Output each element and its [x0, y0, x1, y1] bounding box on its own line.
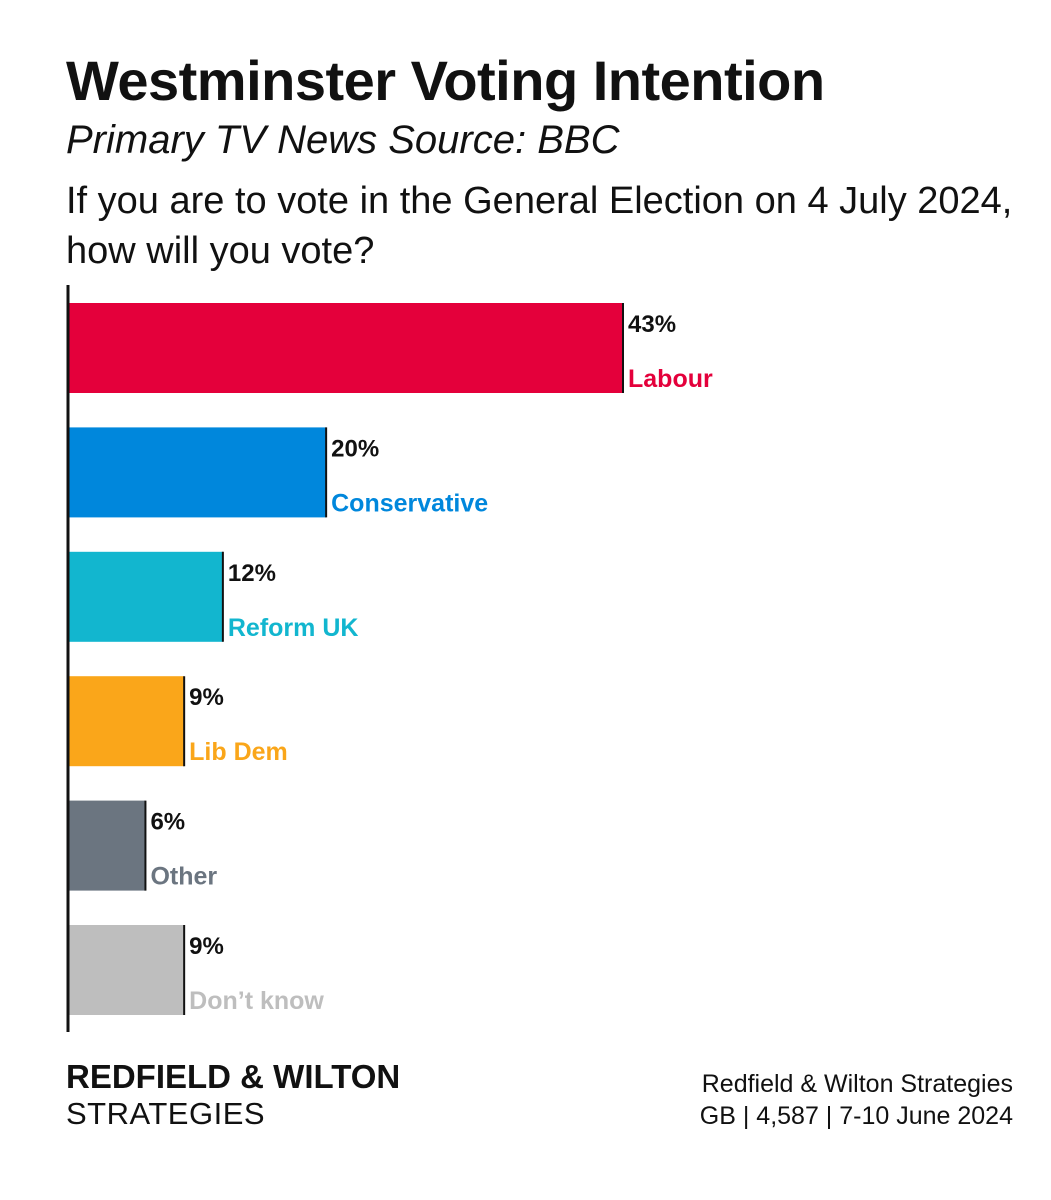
- value-label-conservative: 20%: [331, 435, 379, 462]
- chart-title: Westminster Voting Intention: [66, 49, 825, 112]
- value-label-labour: 43%: [628, 311, 676, 338]
- value-label-lib-dem: 9%: [189, 684, 224, 711]
- category-label-other: Other: [150, 863, 217, 891]
- bar-don-t-know: [68, 925, 185, 1015]
- value-label-don-t-know: 9%: [189, 933, 224, 960]
- survey-question: If you are to vote in the General Electi…: [66, 180, 1013, 272]
- bar-labour: [68, 303, 623, 393]
- brand-name: REDFIELD & WILTON: [66, 1058, 401, 1095]
- bar-reform-uk: [68, 551, 223, 642]
- bar-conservative: [68, 427, 327, 518]
- bar-lib-dem: [68, 676, 185, 767]
- brand-subtitle: STRATEGIES: [66, 1096, 266, 1131]
- category-label-labour: Labour: [628, 365, 713, 393]
- category-label-conservative: Conservative: [331, 489, 488, 517]
- source-pollster: Redfield & Wilton Strategies: [701, 1070, 1013, 1098]
- value-label-reform-uk: 12%: [228, 560, 276, 587]
- chart-subtitle: Primary TV News Source: BBC: [66, 118, 620, 162]
- value-label-other: 6%: [150, 809, 185, 836]
- source-details: GB | 4,587 | 7-10 June 2024: [699, 1102, 1013, 1130]
- category-label-reform-uk: Reform UK: [228, 614, 359, 642]
- category-label-lib-dem: Lib Dem: [189, 738, 288, 766]
- category-label-don-t-know: Don’t know: [189, 987, 324, 1015]
- bar-other: [68, 800, 146, 891]
